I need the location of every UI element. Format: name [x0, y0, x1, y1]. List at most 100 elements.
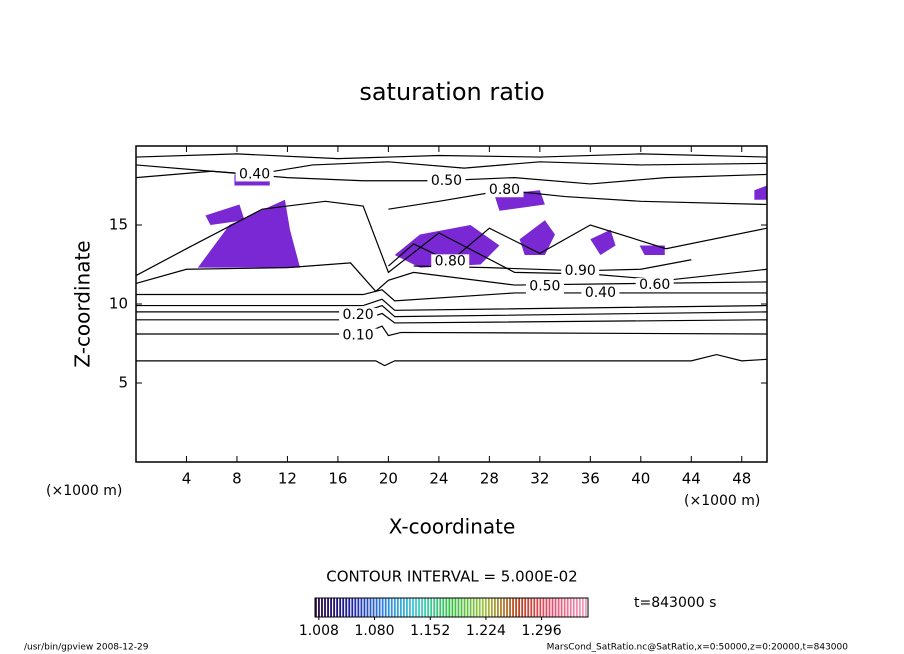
colorbar-cell — [396, 598, 399, 617]
contour-label: 0.10 — [343, 328, 374, 344]
colorbar-cell — [551, 598, 554, 617]
colorbar-cell — [330, 598, 332, 617]
x-unit: (×1000 m) — [46, 483, 122, 499]
contour-label: 0.80 — [489, 182, 520, 198]
colorbar-cell — [387, 598, 390, 617]
colorbar-cell — [406, 598, 408, 617]
colorbar-cell — [321, 598, 323, 617]
colorbar-cell — [345, 598, 348, 617]
colorbar-cell — [572, 598, 575, 617]
colorbar-cell — [342, 598, 345, 617]
contour-line — [135, 153, 768, 160]
colorbar-cell — [500, 598, 502, 617]
colorbar-cell — [475, 598, 478, 617]
contour-label: 0.40 — [239, 166, 270, 182]
colorbar-cell — [563, 598, 566, 617]
colorbar-cell — [427, 598, 430, 617]
x-tick-label: 16 — [328, 470, 347, 488]
colorbar-cell — [454, 598, 457, 617]
contour-label: 0.50 — [529, 279, 560, 295]
colorbar-cell — [584, 598, 587, 617]
colorbar-cell — [439, 598, 442, 617]
colorbar-cell — [457, 598, 460, 617]
x-tick-label: 12 — [278, 470, 297, 488]
x-tick-label: 48 — [732, 470, 751, 488]
contour-label: 0.90 — [565, 263, 596, 279]
colorbar-tick-label: 1.008 — [299, 623, 339, 639]
contour-label-bg — [427, 173, 466, 188]
colorbar-cell — [372, 598, 375, 617]
colorbar-cell — [533, 598, 536, 617]
x-tick-label: 28 — [480, 470, 499, 488]
colorbar-cell — [418, 598, 420, 617]
x-unit: (×1000 m) — [684, 493, 760, 509]
x-tick-label: 24 — [429, 470, 448, 488]
colorbar-cell — [315, 598, 317, 617]
x-tick-label: 20 — [379, 470, 398, 488]
y-tick-label: 5 — [118, 374, 128, 392]
colorbar-cell — [548, 598, 551, 617]
colorbar-cell — [433, 598, 436, 617]
contour-label-bg — [339, 328, 378, 343]
colorbar-tick-label: 1.296 — [522, 623, 562, 639]
colorbar-cell — [463, 598, 466, 617]
contour-line — [388, 189, 768, 210]
contour-label: 0.80 — [435, 253, 466, 269]
saturated-region — [394, 225, 500, 268]
colorbar-cell — [515, 598, 518, 617]
x-tick-label: 32 — [530, 470, 549, 488]
contour-line — [135, 200, 768, 281]
contour-label-bg — [485, 183, 524, 198]
colorbar-cell — [399, 598, 402, 617]
colorbar-cell — [554, 598, 557, 617]
saturated-region — [754, 185, 767, 200]
colorbar-cell — [478, 598, 481, 617]
contour-label-bg — [431, 254, 470, 269]
plot-frame — [135, 145, 768, 463]
colorbar-cell — [442, 598, 445, 617]
colorbar-cell — [448, 598, 451, 617]
colorbar-cell — [484, 598, 487, 617]
colorbar-tick-label: 1.080 — [355, 623, 395, 639]
colorbar-cell — [460, 598, 463, 617]
colorbar-cell — [536, 598, 539, 617]
colorbar-cell — [421, 598, 423, 617]
y-tick-label: 10 — [109, 295, 128, 313]
colorbar-cell — [415, 598, 417, 617]
colorbar-cell — [384, 598, 387, 617]
saturated-region — [205, 204, 245, 225]
saturated-region — [197, 199, 301, 268]
chart-title: saturation ratio — [359, 78, 544, 106]
y-axis-label: Z-coordinate — [71, 240, 95, 367]
contour-line — [388, 224, 768, 267]
colorbar-cell — [375, 598, 378, 617]
colorbar-cell — [336, 598, 339, 617]
colorbar-cell — [393, 598, 396, 617]
colorbar-cell — [542, 598, 545, 617]
colorbar-cell — [318, 598, 320, 617]
contour-label-bg — [635, 278, 674, 293]
colorbar-cell — [366, 598, 369, 617]
contour-line — [136, 312, 768, 324]
contour-label-bg — [525, 279, 564, 294]
colorbar-cell — [481, 598, 484, 617]
colorbar-cell — [578, 598, 581, 617]
time-label: t=843000 s — [634, 595, 716, 611]
x-tick-label: 36 — [581, 470, 600, 488]
contour-label: 0.20 — [343, 307, 374, 323]
colorbar-cell — [472, 598, 475, 617]
colorbar-cell — [524, 598, 527, 617]
contour-label-bg — [561, 263, 600, 278]
colorbar-cell — [575, 598, 578, 617]
contour-line — [136, 304, 768, 318]
saturated-region — [590, 229, 616, 256]
saturated-region — [639, 245, 665, 256]
colorbar-cell — [560, 598, 563, 617]
colorbar-cell — [324, 598, 326, 617]
colorbar-cell — [327, 598, 329, 617]
x-tick-label: 44 — [682, 470, 701, 488]
colorbar-cell — [424, 598, 427, 617]
colorbar-cell — [354, 598, 357, 617]
colorbar-tick-label: 1.152 — [410, 623, 450, 639]
